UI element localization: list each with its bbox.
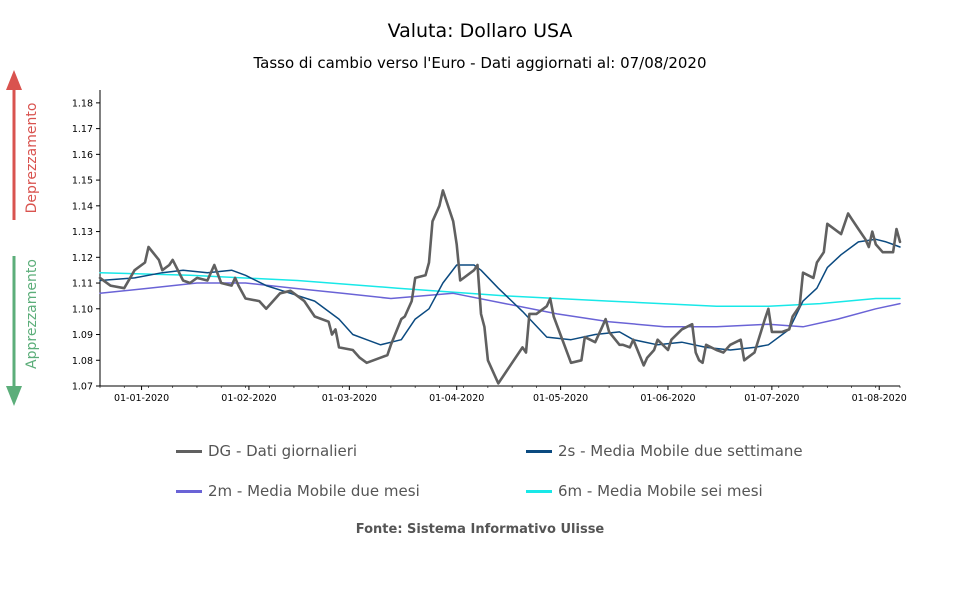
depreciation-label: Deprezzamento xyxy=(24,103,40,214)
legend-item-2m: 2m - Media Mobile due mesi xyxy=(176,482,420,500)
appreciation-label: Apprezzamento xyxy=(24,259,40,369)
y-tick-label: 1.10 xyxy=(72,304,93,315)
legend-label-6m: 6m - Media Mobile sei mesi xyxy=(558,482,763,500)
legend-item-2s: 2s - Media Mobile due settimane xyxy=(526,442,803,460)
legend-item-dg: DG - Dati giornalieri xyxy=(176,442,357,460)
x-tick-label: 01-08-2020 xyxy=(852,393,907,404)
legend-label-2m: 2m - Media Mobile due mesi xyxy=(208,482,420,500)
legend-label-dg: DG - Dati giornalieri xyxy=(208,442,358,460)
x-tick-label: 01-06-2020 xyxy=(640,393,695,404)
appreciation-arrow-head xyxy=(6,386,22,406)
series-line-3 xyxy=(99,271,901,307)
x-tick-label: 01-07-2020 xyxy=(744,393,799,404)
y-tick-label: 1.12 xyxy=(72,253,93,264)
chart-axes: 1.07 1.08 1.09 1.10 1.11 1.12 1.13 1.14 1.15 1.16… xyxy=(72,90,907,404)
x-tick-label: 01-01-2020 xyxy=(114,393,169,404)
y-tick-label: 1.15 xyxy=(72,176,93,187)
x-tick-label: 01-05-2020 xyxy=(533,393,588,404)
y-tick-label: 1.18 xyxy=(72,98,93,109)
y-tick-label: 1.17 xyxy=(72,124,93,135)
legend-swatch-6m xyxy=(526,489,552,493)
x-tick-label: 01-04-2020 xyxy=(429,393,484,404)
y-tick-label: 1.11 xyxy=(72,279,93,290)
y-tick-label: 1.14 xyxy=(72,201,93,212)
y-tick-label: 1.08 xyxy=(72,356,93,367)
y-tick-label: 1.09 xyxy=(72,330,93,341)
data-source: Fonte: Sistema Informativo Ulisse xyxy=(355,522,605,537)
y-tick-label: 1.07 xyxy=(72,382,93,393)
chart-subtitle: Tasso di cambio verso l'Euro - Dati aggi… xyxy=(253,54,707,72)
legend-swatch-2m xyxy=(176,489,202,493)
x-tick-label: 01-03-2020 xyxy=(322,393,377,404)
series-layer xyxy=(98,189,902,385)
y-tick-label: 1.16 xyxy=(72,150,93,161)
depreciation-arrow-head xyxy=(6,70,22,90)
chart-title: Valuta: Dollaro USA xyxy=(387,20,573,42)
legend-swatch-2s xyxy=(526,449,552,453)
series-line-1 xyxy=(99,238,901,351)
series-line-0 xyxy=(98,189,902,385)
legend-item-6m: 6m - Media Mobile sei mesi xyxy=(526,482,763,500)
side-indicators: Deprezzamento Apprezzamento xyxy=(6,70,40,406)
legend-swatch-dg xyxy=(176,449,202,453)
y-tick-label: 1.13 xyxy=(72,227,93,238)
x-tick-label: 01-02-2020 xyxy=(221,393,276,404)
legend-label-2s: 2s - Media Mobile due settimane xyxy=(558,442,803,460)
